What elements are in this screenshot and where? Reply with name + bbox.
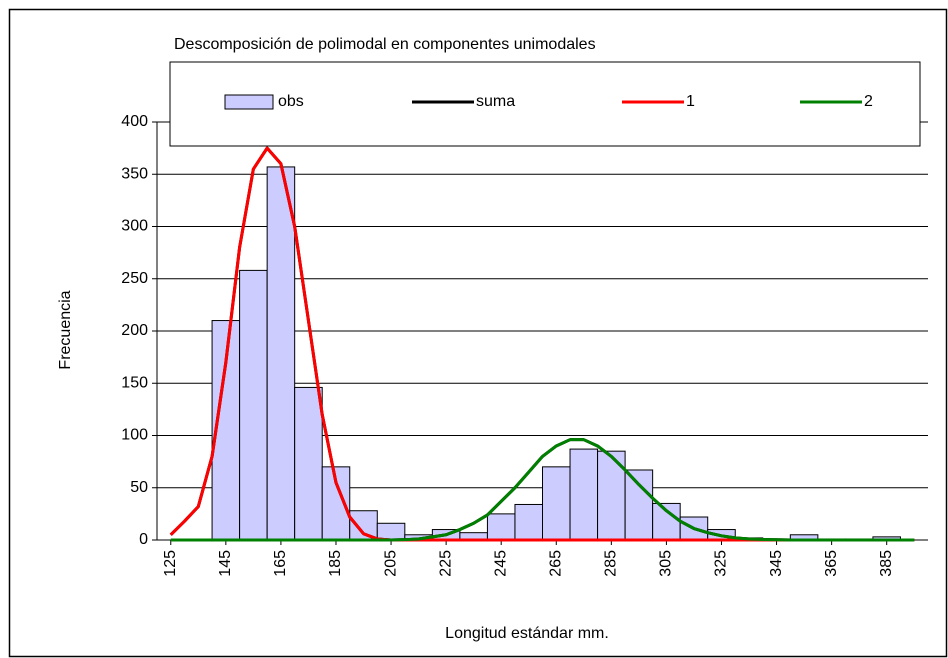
bar xyxy=(569,448,599,541)
x-tick-label: 305 xyxy=(658,550,675,577)
bar xyxy=(239,269,268,541)
legend-label: suma xyxy=(476,93,515,110)
y-tick-label: 400 xyxy=(121,113,148,130)
x-tick-label: 245 xyxy=(492,550,509,577)
x-tick-label: 365 xyxy=(823,550,840,577)
x-tick-label: 285 xyxy=(603,550,620,577)
bar xyxy=(294,386,323,541)
legend-label: obs xyxy=(278,93,304,110)
legend-swatch xyxy=(224,94,274,110)
x-tick-label: 165 xyxy=(272,550,289,577)
y-axis-label: Frecuencia xyxy=(57,290,74,369)
x-tick-label: 325 xyxy=(713,550,730,577)
line xyxy=(170,438,915,542)
x-tick-label: 125 xyxy=(162,550,179,577)
chart-title: Descomposición de polimodal en component… xyxy=(174,36,596,53)
x-tick-label: 385 xyxy=(878,550,895,577)
x-tick-label: 145 xyxy=(217,550,234,577)
bar xyxy=(266,166,296,541)
bar xyxy=(486,513,516,541)
x-tick-label: 205 xyxy=(382,550,399,577)
x-tick-label: 345 xyxy=(768,550,785,577)
y-tick-label: 350 xyxy=(121,165,148,182)
bar xyxy=(376,522,406,541)
bar xyxy=(349,510,378,541)
bar xyxy=(542,466,571,541)
y-tick-label: 200 xyxy=(121,322,148,339)
legend-box xyxy=(169,61,921,147)
x-axis-label: Longitud estándar mm. xyxy=(445,625,609,642)
x-tick-label: 225 xyxy=(437,550,454,577)
y-tick-label: 150 xyxy=(121,374,148,391)
legend-label: 2 xyxy=(864,93,873,110)
bar xyxy=(624,469,654,541)
y-tick-label: 300 xyxy=(121,218,148,235)
y-tick-label: 100 xyxy=(121,427,148,444)
y-tick-label: 250 xyxy=(121,270,148,287)
x-tick-label: 265 xyxy=(547,550,564,577)
bar xyxy=(514,503,544,541)
y-tick-label: 50 xyxy=(130,479,148,496)
legend-label: 1 xyxy=(686,93,695,110)
x-tick-label: 185 xyxy=(327,550,344,577)
y-tick-label: 0 xyxy=(139,531,148,548)
